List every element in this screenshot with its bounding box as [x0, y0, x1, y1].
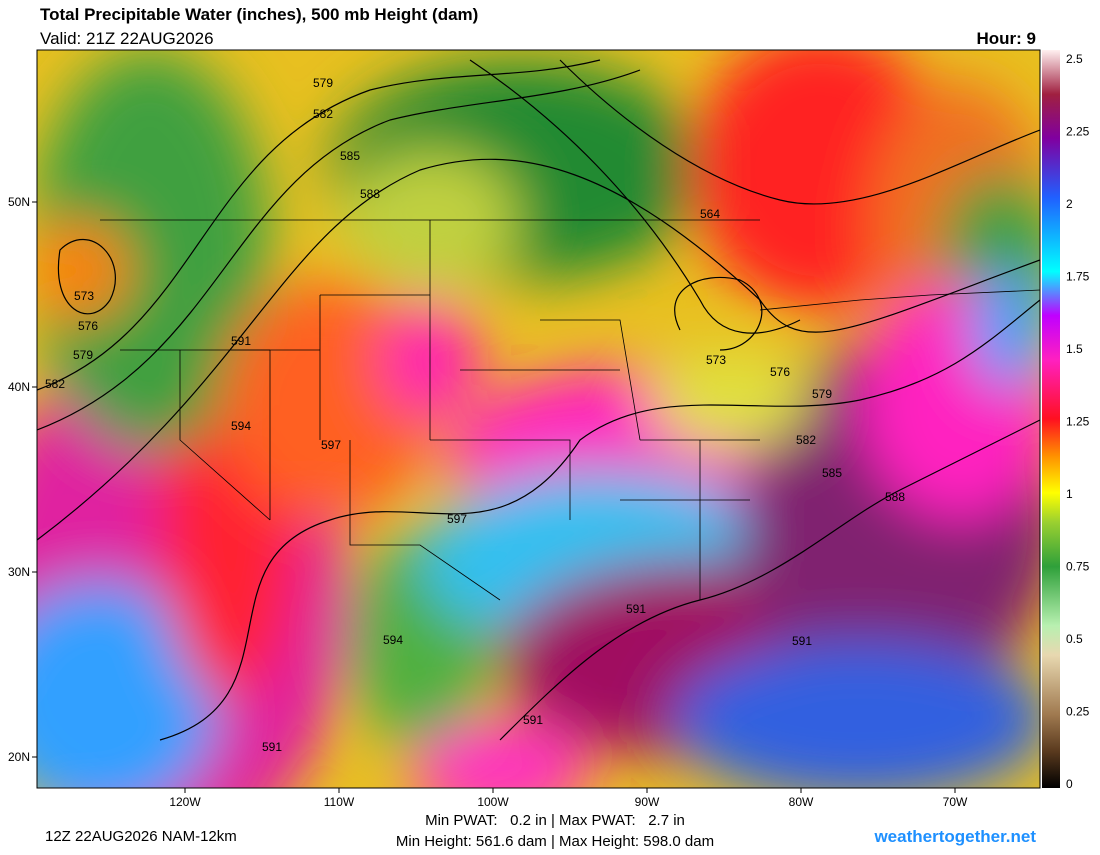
site-credit: weathertogether.net [873, 827, 1036, 846]
map-frame [36, 49, 1041, 789]
lon-label: 100W [477, 795, 509, 809]
contour-label: 594 [231, 419, 251, 433]
colorbar-label: 1.5 [1066, 342, 1083, 356]
contour-label: 591 [626, 602, 646, 616]
colorbar-label: 0 [1066, 777, 1073, 791]
forecast-hour: Hour: 9 [977, 29, 1037, 48]
contour-label: 573 [74, 289, 94, 303]
colorbar-label: 2.5 [1066, 52, 1083, 66]
contour-label: 564 [700, 207, 720, 221]
lon-label: 120W [169, 795, 201, 809]
colorbar-label: 0.75 [1066, 560, 1090, 574]
contour-label: 582 [796, 433, 816, 447]
model-run: 12Z 22AUG2026 NAM-12km [45, 828, 237, 845]
valid-time: Valid: 21Z 22AUG2026 [40, 29, 214, 48]
contour-label: 594 [383, 633, 403, 647]
contour-label: 576 [770, 365, 790, 379]
contour-label: 579 [73, 348, 93, 362]
colorbar-label: 1.25 [1066, 415, 1090, 429]
colorbar-label: 2 [1066, 197, 1073, 211]
contour-label: 579 [313, 76, 333, 90]
colorbar-label: 0.5 [1066, 632, 1083, 646]
lat-label: 30N [8, 565, 30, 579]
contour-label: 582 [45, 377, 65, 391]
lat-label: 50N [8, 195, 30, 209]
lat-label: 20N [8, 750, 30, 764]
contour-label: 582 [313, 107, 333, 121]
contour-label: 585 [822, 466, 842, 480]
contour-label: 576 [78, 319, 98, 333]
pwat-stats: Min PWAT: 0.2 in | Max PWAT: 2.7 in [425, 812, 685, 829]
colorbar-label: 1.75 [1066, 270, 1090, 284]
lon-label: 80W [789, 795, 814, 809]
contour-label: 591 [792, 634, 812, 648]
title: Total Precipitable Water (inches), 500 m… [40, 5, 478, 24]
contour-label: 591 [262, 740, 282, 754]
contour-label: 579 [812, 387, 832, 401]
contour-label: 573 [706, 353, 726, 367]
colorbar-label: 1 [1066, 487, 1073, 501]
lat-label: 40N [8, 380, 30, 394]
contour-label: 588 [360, 187, 380, 201]
colorbar [1042, 50, 1060, 788]
height-stats: Min Height: 561.6 dam | Max Height: 598.… [396, 833, 714, 850]
colorbar-label: 2.25 [1066, 125, 1090, 139]
lon-label: 90W [635, 795, 660, 809]
lon-label: 110W [324, 795, 355, 809]
contour-label: 591 [523, 713, 543, 727]
lon-label: 70W [943, 795, 968, 809]
contour-label: 597 [321, 438, 341, 452]
colorbar-label: 0.25 [1066, 705, 1090, 719]
contour-label: 588 [885, 490, 905, 504]
contour-label: 585 [340, 149, 360, 163]
contour-label: 597 [447, 512, 467, 526]
map [37, 50, 1040, 788]
contour-label: 591 [231, 334, 251, 348]
